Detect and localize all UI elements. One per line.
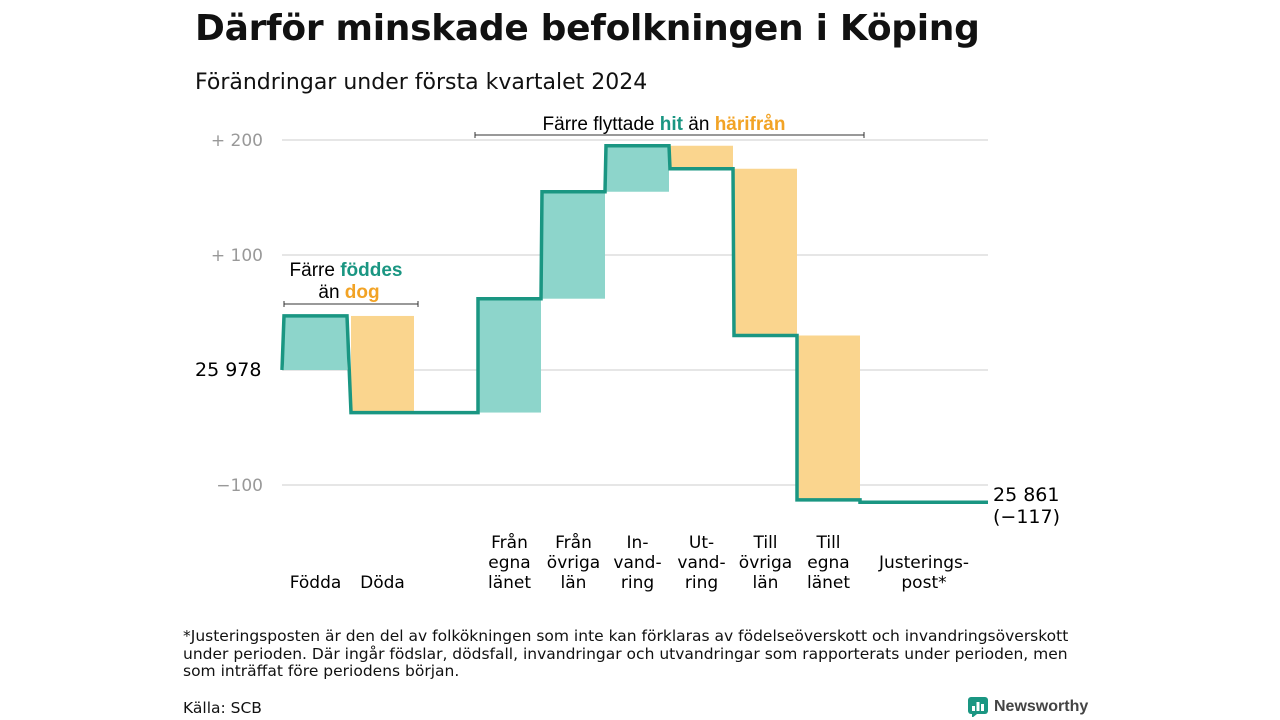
bar <box>284 315 347 370</box>
migration-annotation-highlight: härifrån <box>715 114 786 135</box>
births-annotation-highlight: föddes <box>340 260 402 281</box>
births-annotation-line2: än dog <box>318 282 379 303</box>
births-annotation-line1: Färre föddes <box>290 260 403 281</box>
births-annotation-highlight: dog <box>345 282 380 303</box>
bar <box>797 335 860 500</box>
x-tick-label: Ut-vand-ring <box>677 533 725 593</box>
x-tick-label: Till egna länet <box>807 533 850 593</box>
bar <box>606 145 669 192</box>
bars <box>284 145 860 500</box>
footnote: *Justeringsposten är den del av folkökni… <box>183 627 1069 680</box>
migration-annotation-word: än <box>688 114 709 135</box>
gridlines <box>282 139 988 486</box>
step-line <box>280 144 988 505</box>
x-tick-labels: Födda Döda Från egna länet Från övriga län In-va… <box>290 532 969 593</box>
bar <box>351 315 414 413</box>
newsworthy-logo: Newsworthy <box>968 697 1088 717</box>
x-tick-label: Justerings-post* <box>878 553 969 593</box>
x-tick-label: Födda <box>290 573 342 593</box>
y-tick-labels: + 200 + 100 −100 <box>211 131 263 496</box>
y-tick-label: −100 <box>216 476 263 496</box>
migration-annotation-word: Färre flyttade <box>543 114 655 135</box>
migration-annotation-highlight: hit <box>660 114 684 135</box>
x-tick-label: In-vand-ring <box>613 533 661 593</box>
births-annotation-word: Färre <box>290 260 335 281</box>
waterfall-chart: + 200 + 100 −100 Födda Döda Från egna länet Frå… <box>195 114 1060 593</box>
bar <box>542 191 605 299</box>
births-annotation-word: än <box>318 282 339 303</box>
start-value-label: 25 978 <box>195 359 261 381</box>
migration-annotation: Färre flyttade hit än härifrån <box>543 114 786 135</box>
bar <box>478 298 541 413</box>
y-tick-label: + 200 <box>211 131 263 151</box>
brand-name: Newsworthy <box>994 698 1089 715</box>
newsworthy-logo-icon <box>968 697 988 717</box>
x-tick-label: Från övriga län <box>547 532 600 593</box>
y-tick-label: + 100 <box>211 246 263 266</box>
source-label: Källa: SCB <box>183 699 262 717</box>
bar <box>670 145 733 169</box>
x-tick-label: Från egna länet <box>488 532 531 593</box>
x-tick-label: Till övriga län <box>739 533 792 593</box>
end-change-label: (−117) <box>993 506 1060 528</box>
chart-title: Därför minskade befolkningen i Köping <box>195 8 980 49</box>
end-value-label: 25 861 <box>993 484 1059 506</box>
bar <box>734 168 797 336</box>
population-step-line <box>280 144 988 505</box>
x-tick-label: Döda <box>360 573 405 593</box>
chart-subtitle: Förändringar under första kvartalet 2024 <box>195 70 648 95</box>
